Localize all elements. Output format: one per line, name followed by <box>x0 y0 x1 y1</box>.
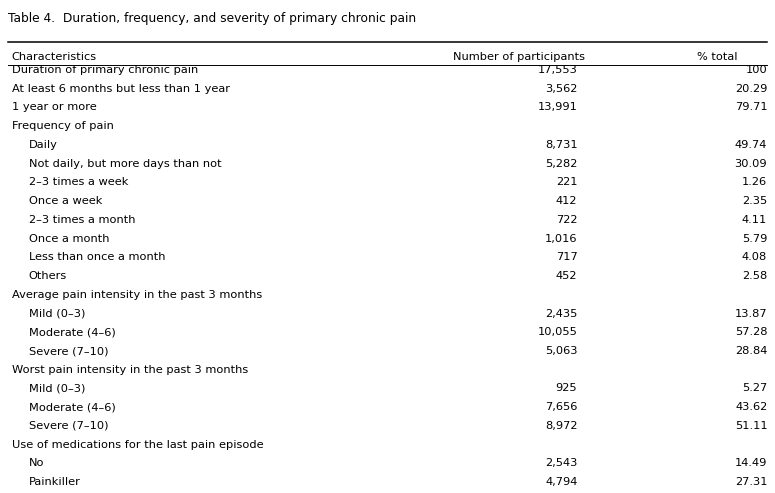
Text: 43.62: 43.62 <box>735 402 767 412</box>
Text: 1 year or more: 1 year or more <box>12 103 96 112</box>
Text: 1,016: 1,016 <box>545 234 577 244</box>
Text: Duration of primary chronic pain: Duration of primary chronic pain <box>12 65 198 75</box>
Text: Painkiller: Painkiller <box>29 477 81 487</box>
Text: 2–3 times a month: 2–3 times a month <box>29 215 135 225</box>
Text: 722: 722 <box>556 215 577 225</box>
Text: 4,794: 4,794 <box>545 477 577 487</box>
Text: Less than once a month: Less than once a month <box>29 252 165 262</box>
Text: No: No <box>29 458 44 468</box>
Text: 100: 100 <box>746 65 767 75</box>
Text: 49.74: 49.74 <box>735 140 767 150</box>
Text: 452: 452 <box>556 271 577 281</box>
Text: 2.58: 2.58 <box>742 271 767 281</box>
Text: Worst pain intensity in the past 3 months: Worst pain intensity in the past 3 month… <box>12 365 248 375</box>
Text: Average pain intensity in the past 3 months: Average pain intensity in the past 3 mon… <box>12 290 262 300</box>
Text: 925: 925 <box>556 384 577 393</box>
Text: 2–3 times a week: 2–3 times a week <box>29 177 128 187</box>
Text: 8,731: 8,731 <box>545 140 577 150</box>
Text: 7,656: 7,656 <box>545 402 577 412</box>
Text: 8,972: 8,972 <box>545 421 577 431</box>
Text: 27.31: 27.31 <box>735 477 767 487</box>
Text: Severe (7–10): Severe (7–10) <box>29 421 108 431</box>
Text: 3,562: 3,562 <box>545 84 577 94</box>
Text: Table 4.  Duration, frequency, and severity of primary chronic pain: Table 4. Duration, frequency, and severi… <box>8 12 416 25</box>
Text: 4.11: 4.11 <box>742 215 767 225</box>
Text: 30.09: 30.09 <box>735 159 767 169</box>
Text: Use of medications for the last pain episode: Use of medications for the last pain epi… <box>12 440 264 450</box>
Text: Once a month: Once a month <box>29 234 109 244</box>
Text: 20.29: 20.29 <box>735 84 767 94</box>
Text: 412: 412 <box>556 196 577 206</box>
Text: Mild (0–3): Mild (0–3) <box>29 309 85 318</box>
Text: Once a week: Once a week <box>29 196 102 206</box>
Text: 1.26: 1.26 <box>742 177 767 187</box>
Text: Others: Others <box>29 271 67 281</box>
Text: Number of participants: Number of participants <box>453 52 585 62</box>
Text: 14.49: 14.49 <box>735 458 767 468</box>
Text: 10,055: 10,055 <box>538 327 577 337</box>
Text: Mild (0–3): Mild (0–3) <box>29 384 85 393</box>
Text: 221: 221 <box>556 177 577 187</box>
Text: 17,553: 17,553 <box>538 65 577 75</box>
Text: 5.79: 5.79 <box>742 234 767 244</box>
Text: 79.71: 79.71 <box>735 103 767 112</box>
Text: 57.28: 57.28 <box>735 327 767 337</box>
Text: Characteristics: Characteristics <box>12 52 97 62</box>
Text: 13.87: 13.87 <box>735 309 767 318</box>
Text: 2,543: 2,543 <box>545 458 577 468</box>
Text: At least 6 months but less than 1 year: At least 6 months but less than 1 year <box>12 84 229 94</box>
Text: Daily: Daily <box>29 140 57 150</box>
Text: Frequency of pain: Frequency of pain <box>12 121 113 131</box>
Text: 717: 717 <box>556 252 577 262</box>
Text: Moderate (4–6): Moderate (4–6) <box>29 402 115 412</box>
Text: 13,991: 13,991 <box>538 103 577 112</box>
Text: 28.84: 28.84 <box>735 346 767 356</box>
Text: Moderate (4–6): Moderate (4–6) <box>29 327 115 337</box>
Text: 2.35: 2.35 <box>742 196 767 206</box>
Text: 51.11: 51.11 <box>735 421 767 431</box>
Text: 4.08: 4.08 <box>742 252 767 262</box>
Text: % total: % total <box>697 52 737 62</box>
Text: 5,282: 5,282 <box>545 159 577 169</box>
Text: Not daily, but more days than not: Not daily, but more days than not <box>29 159 222 169</box>
Text: 5,063: 5,063 <box>545 346 577 356</box>
Text: Severe (7–10): Severe (7–10) <box>29 346 108 356</box>
Text: 5.27: 5.27 <box>742 384 767 393</box>
Text: 2,435: 2,435 <box>545 309 577 318</box>
